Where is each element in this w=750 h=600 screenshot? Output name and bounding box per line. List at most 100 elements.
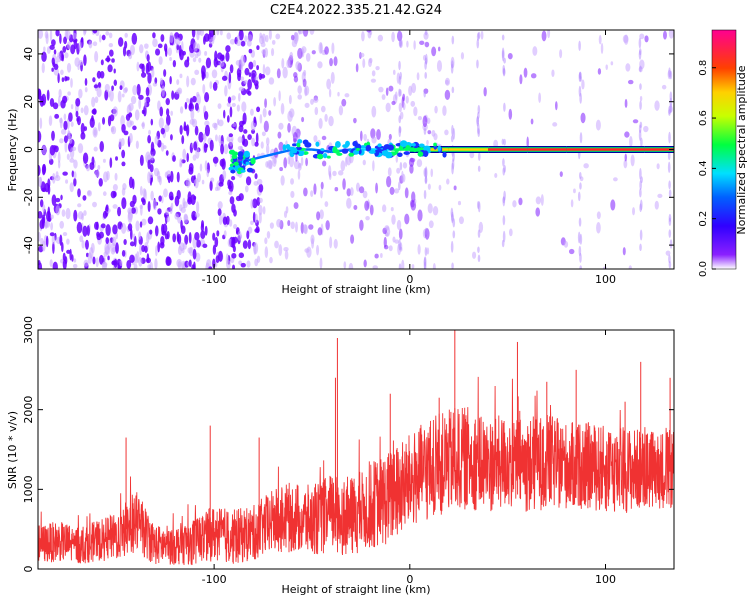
spectral-blob bbox=[149, 229, 153, 235]
top-x-axis-label: Height of straight line (km) bbox=[281, 283, 430, 296]
spectral-blob bbox=[657, 193, 663, 199]
spectral-blob bbox=[122, 87, 128, 94]
spectral-blob bbox=[161, 195, 164, 204]
spectral-blob bbox=[519, 74, 523, 85]
spectral-blob bbox=[324, 46, 329, 55]
spectral-streak bbox=[578, 40, 581, 52]
heatmap-marks bbox=[38, 30, 674, 269]
spectral-blob bbox=[81, 213, 84, 221]
y-tick-label: -40 bbox=[22, 236, 35, 254]
signal-cluster bbox=[365, 144, 372, 152]
spectral-blob bbox=[297, 169, 301, 180]
spectral-blob bbox=[150, 118, 154, 126]
spectral-blob bbox=[78, 88, 83, 99]
spectral-blob bbox=[150, 148, 156, 157]
spectral-blob bbox=[363, 259, 367, 268]
spectral-blob bbox=[83, 54, 87, 66]
spectral-blob bbox=[480, 30, 484, 40]
spectral-blob bbox=[304, 102, 310, 108]
spectral-blob bbox=[193, 41, 198, 52]
spectral-blob bbox=[92, 30, 98, 34]
spectral-blob bbox=[312, 97, 319, 103]
spectral-blob bbox=[526, 136, 529, 149]
spectral-blob bbox=[302, 30, 309, 37]
spectral-blob bbox=[632, 207, 635, 216]
spectral-blob bbox=[270, 48, 275, 57]
signal-cluster bbox=[231, 154, 238, 159]
spectral-blob bbox=[118, 37, 124, 47]
spectral-streak bbox=[668, 229, 672, 238]
spectral-streak bbox=[502, 196, 506, 204]
spectral-blob bbox=[426, 247, 430, 255]
spectral-blob bbox=[41, 62, 45, 74]
spectral-blob bbox=[157, 100, 161, 111]
spectral-blob bbox=[301, 116, 305, 123]
spectral-blob bbox=[237, 230, 242, 241]
spectral-blob bbox=[254, 83, 259, 90]
spectral-blob bbox=[342, 178, 346, 190]
spectral-blob bbox=[97, 81, 102, 89]
spectral-blob bbox=[276, 218, 282, 228]
spectral-blob bbox=[422, 115, 428, 128]
figure-title: C2E4.2022.335.21.42.G24 bbox=[270, 3, 442, 18]
spectral-blob bbox=[388, 133, 392, 141]
spectral-streak bbox=[398, 126, 402, 134]
spectral-streak bbox=[502, 215, 506, 226]
spectral-blob bbox=[424, 41, 430, 48]
spectral-streak bbox=[639, 48, 642, 56]
spectral-blob bbox=[231, 136, 234, 142]
spectral-blob bbox=[109, 157, 113, 169]
spectral-streak bbox=[579, 182, 582, 190]
spectral-blob bbox=[188, 163, 194, 172]
spectral-streak bbox=[668, 189, 672, 198]
spectral-blob bbox=[229, 196, 235, 205]
spectral-blob bbox=[182, 242, 187, 250]
signal-cluster bbox=[231, 151, 239, 156]
spectral-blob bbox=[410, 100, 416, 107]
signal-cluster bbox=[233, 161, 239, 166]
spectral-blob bbox=[402, 162, 408, 169]
spectral-blob bbox=[38, 30, 44, 39]
spectral-blob bbox=[91, 108, 97, 115]
spectral-blob bbox=[66, 62, 72, 73]
spectral-blob bbox=[401, 170, 404, 183]
spectral-blob bbox=[112, 204, 118, 209]
spectral-blob bbox=[180, 219, 183, 230]
spectral-blob bbox=[217, 201, 223, 210]
spectral-blob bbox=[254, 213, 258, 224]
spectral-blob bbox=[364, 200, 370, 211]
spectral-blob bbox=[398, 228, 403, 240]
spectral-blob bbox=[120, 115, 125, 127]
spectral-blob bbox=[434, 105, 438, 114]
spectral-blob bbox=[155, 48, 161, 56]
spectral-blob bbox=[169, 205, 173, 215]
spectral-blob bbox=[262, 206, 266, 215]
spectral-blob bbox=[59, 138, 64, 144]
spectral-blob bbox=[121, 250, 126, 257]
signal-cluster bbox=[417, 151, 424, 157]
spectral-blob bbox=[209, 139, 214, 152]
spectral-streak bbox=[667, 150, 671, 161]
spectral-blob bbox=[229, 64, 234, 74]
spectral-blob bbox=[195, 94, 201, 106]
spectral-blob bbox=[195, 239, 201, 248]
spectral-streak bbox=[424, 227, 428, 236]
spectral-blob bbox=[430, 168, 434, 178]
spectral-blob bbox=[629, 136, 633, 148]
spectral-blob bbox=[117, 206, 122, 217]
spectral-blob bbox=[252, 211, 256, 223]
colorbar-tick-label: 0.0 bbox=[698, 261, 709, 277]
spectral-blob bbox=[258, 197, 263, 203]
spectral-streak bbox=[451, 213, 454, 222]
spectral-blob bbox=[337, 170, 344, 176]
signal-cluster bbox=[442, 151, 447, 158]
spectral-blob bbox=[164, 233, 169, 240]
spectral-blob bbox=[622, 247, 626, 256]
signal-cluster bbox=[433, 142, 437, 147]
spectral-streak bbox=[476, 201, 480, 210]
spectral-blob bbox=[236, 40, 242, 47]
spectral-blob bbox=[264, 237, 268, 245]
spectral-blob bbox=[107, 115, 112, 127]
spectral-blob bbox=[623, 159, 628, 169]
spectral-blob bbox=[128, 176, 134, 189]
